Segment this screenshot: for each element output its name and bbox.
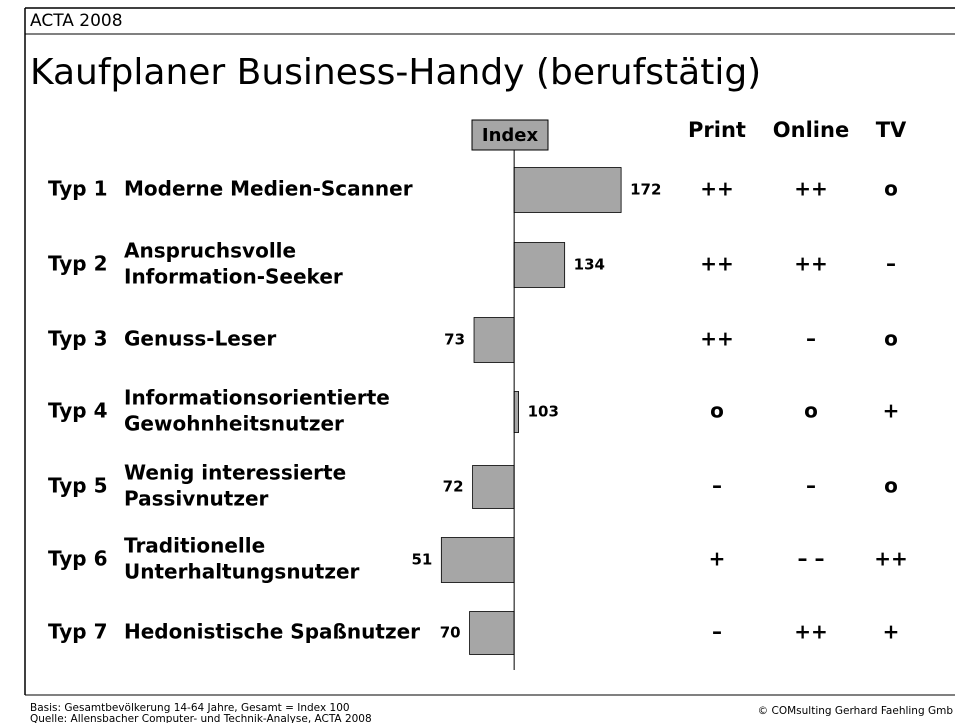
column-header: TV [876, 118, 907, 142]
bar [513, 391, 520, 433]
rating: – [712, 620, 722, 644]
bar [473, 317, 515, 363]
rating: + [883, 620, 900, 644]
segment-name: Traditionelle [124, 534, 265, 558]
value-label: 70 [440, 624, 461, 642]
header: ACTA 2008 [30, 11, 123, 31]
category-label: Typ 3 [48, 327, 108, 351]
segment-name: Informationsorientierte [124, 386, 390, 410]
rating: ++ [794, 620, 828, 644]
category-label: Typ 7 [48, 620, 108, 644]
rating: o [804, 399, 818, 423]
index-box [471, 119, 549, 151]
rating: – [806, 474, 816, 498]
category-label: Typ 5 [48, 474, 108, 498]
rating: ++ [700, 177, 734, 201]
rating: – – [798, 547, 825, 571]
rating: ++ [794, 177, 828, 201]
rating: ++ [700, 327, 734, 351]
rating: o [884, 327, 898, 351]
category-label: Typ 6 [48, 547, 108, 571]
rating: + [709, 547, 726, 571]
category-label: Typ 4 [48, 399, 108, 423]
rating: – [806, 327, 816, 351]
segment-name: Passivnutzer [124, 487, 269, 511]
segment-name: Gewohnheitsnutzer [124, 412, 344, 436]
segment-name: Moderne Medien-Scanner [124, 177, 413, 201]
bar [440, 537, 515, 583]
segment-name: Information-Seeker [124, 265, 343, 289]
column-header: Print [688, 118, 746, 142]
bar [513, 242, 566, 288]
footnote: Basis: Gesamtbevölkerung 14-64 Jahre, Ge… [30, 702, 350, 714]
segment-name: Hedonistische Spaßnutzer [124, 620, 420, 644]
value-label: 134 [574, 256, 605, 274]
rating: o [884, 177, 898, 201]
segment-name: Unterhaltungsnutzer [124, 560, 360, 584]
value-label: 72 [443, 478, 464, 496]
value-label: 103 [528, 403, 559, 421]
title: Kaufplaner Business-Handy (berufstätig) [30, 52, 761, 93]
rating: o [884, 474, 898, 498]
rating: – [886, 252, 896, 276]
rating: ++ [794, 252, 828, 276]
rating: o [710, 399, 724, 423]
rating: ++ [874, 547, 908, 571]
rating: – [712, 474, 722, 498]
bar [472, 465, 515, 509]
category-label: Typ 2 [48, 252, 108, 276]
footnote: Quelle: Allensbacher Computer- und Techn… [30, 713, 372, 723]
segment-name: Anspruchsvolle [124, 239, 296, 263]
axis-label: Index [482, 125, 539, 146]
category-label: Typ 1 [48, 177, 108, 201]
value-label: 73 [444, 331, 465, 349]
segment-name: Wenig interessierte [124, 461, 346, 485]
column-header: Online [773, 118, 849, 142]
rating: + [883, 399, 900, 423]
value-label: 172 [630, 181, 661, 199]
bar [513, 167, 622, 213]
copyright: © COMsulting Gerhard Faehling Gmb [758, 705, 954, 717]
segment-name: Genuss-Leser [124, 327, 276, 351]
rating: ++ [700, 252, 734, 276]
bar [469, 611, 515, 655]
value-label: 51 [411, 551, 432, 569]
